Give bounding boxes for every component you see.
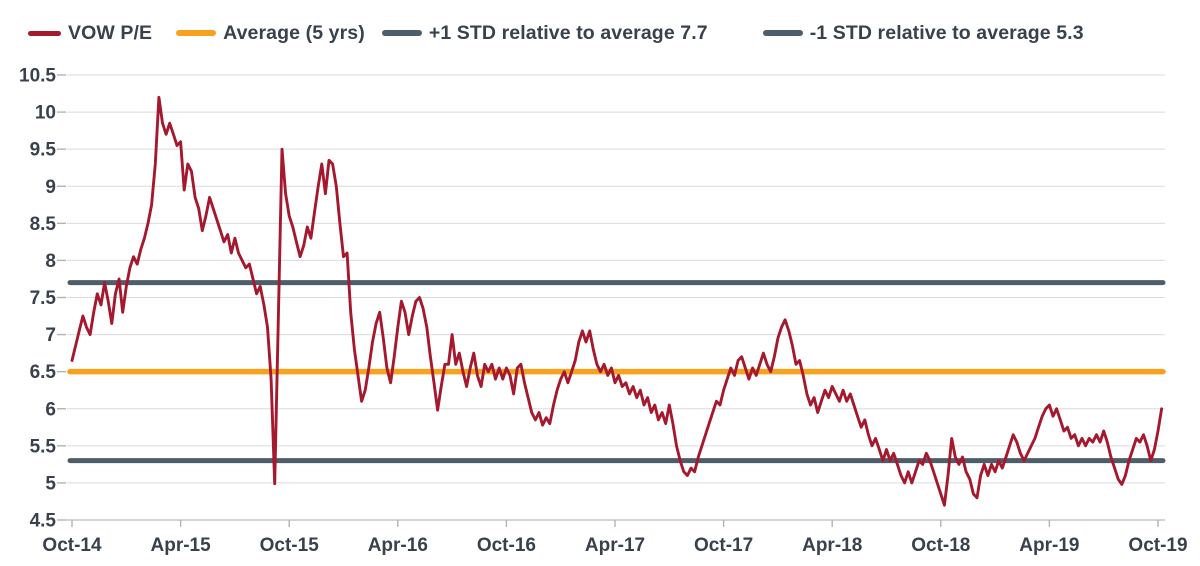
x-axis-label: Oct-16 xyxy=(477,535,536,556)
vow-pe-price-line xyxy=(70,95,1164,507)
y-gridlines xyxy=(67,74,1165,484)
vow-pe-line-swatch-icon xyxy=(28,30,61,36)
y-axis-label: 4.5 xyxy=(30,511,57,532)
y-axis-label: 7.5 xyxy=(30,288,57,309)
y-axis-label: 9.5 xyxy=(30,140,57,161)
y-axis-label: 6 xyxy=(45,399,56,420)
x-axis-label: Oct-18 xyxy=(911,535,970,556)
legend-item-vow-pe: VOW P/E xyxy=(28,22,152,45)
plus-std-line-swatch-icon xyxy=(381,30,422,36)
y-axis-label: 10.5 xyxy=(19,66,56,87)
x-axis-label: Apr-16 xyxy=(368,535,428,556)
y-axis-label: 5 xyxy=(45,473,56,494)
x-axis-label: Oct-14 xyxy=(42,535,102,556)
y-axis-label: 8 xyxy=(45,251,56,272)
y-axis-label: 5.5 xyxy=(30,436,57,457)
legend-label-average: Average (5 yrs) xyxy=(223,21,365,44)
x-axis-label: Apr-17 xyxy=(585,535,645,556)
average-line-swatch-icon xyxy=(176,30,217,36)
y-axis-label: 8.5 xyxy=(30,214,57,235)
y-axis-labels: 4.5 5 5.5 6 6.5 7 7.5 8 8.5 9 9.5 10 10.5 xyxy=(19,66,56,532)
y-axis-label: 7 xyxy=(45,325,56,346)
chart-legend: VOW P/E Average (5 yrs) +1 STD relative … xyxy=(28,20,1084,46)
legend-item-average: Average (5 yrs) xyxy=(176,22,365,45)
minus-std-line-swatch-icon xyxy=(762,30,803,36)
legend-item-plus-std: +1 STD relative to average 7.7 xyxy=(381,21,708,45)
x-axis-label: Apr-19 xyxy=(1019,535,1079,556)
x-axis-label: Oct-19 xyxy=(1128,535,1187,556)
x-tick-marks xyxy=(71,520,1159,527)
legend-label-plus-std: +1 STD relative to average 7.7 xyxy=(428,21,708,44)
x-axis-label: Oct-15 xyxy=(260,535,320,556)
x-axis-label: Apr-15 xyxy=(151,535,212,556)
y-axis-label: 9 xyxy=(45,177,56,198)
legend-label-vow-pe: VOW P/E xyxy=(68,21,153,44)
legend-item-minus-std: -1 STD relative to average 5.3 xyxy=(762,21,1084,45)
price-series xyxy=(70,95,1164,507)
x-axis-labels: Oct-14 Apr-15 Oct-15 Apr-16 Oct-16 Apr-17 Oct-… xyxy=(42,535,1187,556)
y-tick-marks xyxy=(57,74,66,521)
y-axis-label: 10 xyxy=(35,103,56,124)
y-axis-label: 6.5 xyxy=(30,362,57,383)
x-axis-label: Oct-17 xyxy=(694,535,753,556)
x-axis-label: Apr-18 xyxy=(802,535,862,556)
legend-label-minus-std: -1 STD relative to average 5.3 xyxy=(809,21,1084,44)
